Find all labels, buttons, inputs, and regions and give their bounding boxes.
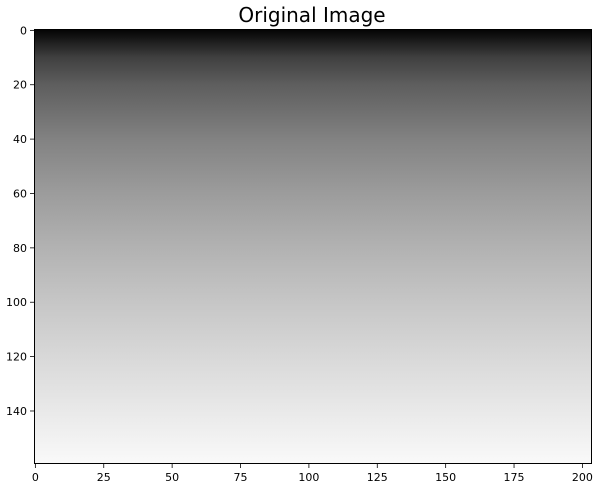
x-tick-label: 150 [435,471,456,484]
x-tick-label: 125 [367,471,388,484]
x-tick-label: 0 [32,471,39,484]
y-tick-label: 120 [6,351,27,364]
y-axis: 0 20 40 60 80 100 120 140 [6,24,34,418]
plot-frame [34,29,592,464]
x-tick-label: 50 [165,471,179,484]
image-heatmap [34,29,592,464]
x-tick-label: 75 [234,471,248,484]
x-tick-label: 100 [298,471,319,484]
y-tick-label: 80 [13,242,27,255]
y-tick-label: 100 [6,296,27,309]
y-tick-label: 60 [13,187,27,200]
x-tick-label: 200 [572,471,593,484]
chart-title: Original Image [238,3,385,27]
y-tick-label: 20 [13,79,27,92]
x-tick-label: 175 [504,471,525,484]
x-axis: 0 25 50 75 100 125 150 175 200 [32,464,593,484]
y-tick-label: 40 [13,133,27,146]
y-tick-label: 140 [6,405,27,418]
y-tick-label: 0 [20,24,27,37]
x-tick-label: 25 [97,471,111,484]
